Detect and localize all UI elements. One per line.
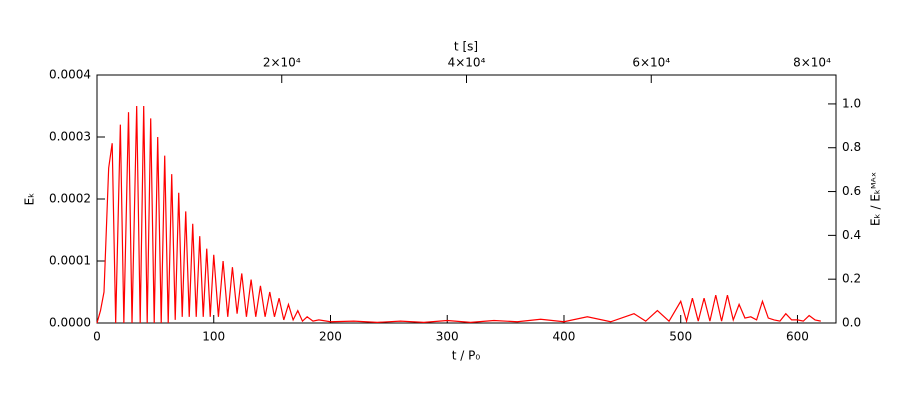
y-tick-label: 0.0000 <box>49 316 91 330</box>
x2-tick-label: 4×10⁴ <box>448 56 486 70</box>
y2-axis-label: Eₖ / Eₖᴹᴬˣ <box>869 172 883 226</box>
y-tick-label: 0.0004 <box>49 68 91 82</box>
y2-tick-label: 0.6 <box>842 184 861 198</box>
x2-tick-label: 6×10⁴ <box>632 56 670 70</box>
data-line <box>96 105 821 324</box>
y-tick-label: 0.0001 <box>49 254 91 268</box>
y2-tick-label: 0.2 <box>842 272 861 286</box>
plot-frame <box>96 74 837 324</box>
y-axis-label: Eₖ <box>23 193 37 206</box>
x-tick-label: 600 <box>786 330 809 344</box>
x-tick-label: 400 <box>553 330 576 344</box>
y-tick-label: 0.0002 <box>49 192 91 206</box>
y2-tick-label: 1.0 <box>842 96 861 110</box>
x-tick-label: 0 <box>93 330 101 344</box>
x-tick-label: 100 <box>202 330 225 344</box>
x2-axis-label: t [s] <box>454 40 478 54</box>
x-tick-label: 500 <box>669 330 692 344</box>
x2-tick-label: 8×10⁴ <box>793 56 831 70</box>
x-tick-label: 300 <box>436 330 459 344</box>
x-axis-label: t / P₀ <box>452 349 481 363</box>
y2-tick-label: 0.8 <box>842 140 861 154</box>
x2-tick-label: 2×10⁴ <box>263 56 301 70</box>
y2-tick-label: 0.0 <box>842 316 861 330</box>
y-tick-label: 0.0003 <box>49 130 91 144</box>
y2-tick-label: 0.4 <box>842 228 861 242</box>
x-tick-label: 200 <box>319 330 342 344</box>
